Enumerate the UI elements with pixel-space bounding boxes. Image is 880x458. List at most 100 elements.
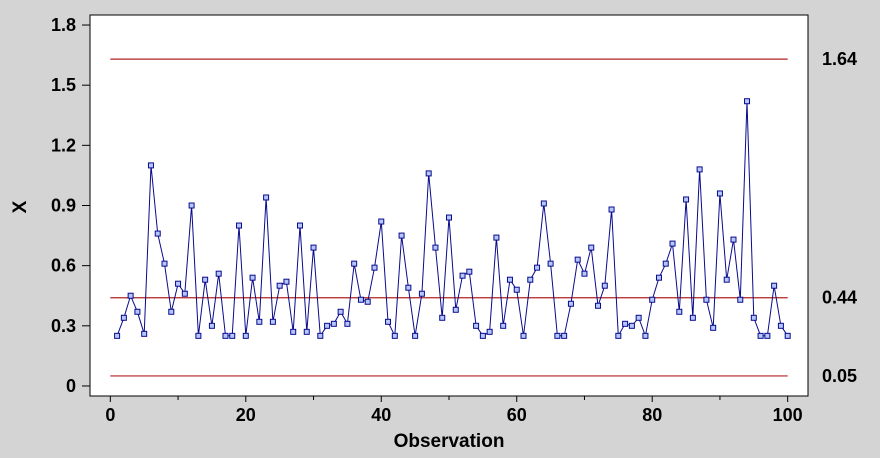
data-point bbox=[114, 332, 121, 339]
data-point bbox=[601, 282, 608, 289]
data-point bbox=[276, 282, 283, 289]
data-point bbox=[249, 274, 256, 281]
x-tick-label: 20 bbox=[236, 405, 256, 425]
data-point bbox=[147, 162, 154, 169]
data-point bbox=[567, 300, 574, 307]
data-point bbox=[175, 280, 182, 287]
data-point bbox=[391, 332, 398, 339]
data-point bbox=[202, 276, 209, 283]
data-point bbox=[710, 324, 717, 331]
data-point bbox=[371, 264, 378, 271]
data-point bbox=[208, 322, 215, 329]
data-point bbox=[405, 284, 412, 291]
data-point bbox=[120, 314, 127, 321]
data-point bbox=[344, 320, 351, 327]
data-point bbox=[547, 260, 554, 267]
data-point bbox=[127, 292, 134, 299]
x-tick-label: 40 bbox=[371, 405, 391, 425]
data-point bbox=[527, 276, 534, 283]
data-point bbox=[418, 290, 425, 297]
data-point bbox=[595, 302, 602, 309]
data-point bbox=[622, 320, 629, 327]
data-point bbox=[500, 322, 507, 329]
data-point bbox=[378, 218, 385, 225]
data-point bbox=[473, 322, 480, 329]
data-point bbox=[134, 308, 141, 315]
x-tick-labels: 0 20 40 60 80 100 bbox=[105, 405, 802, 425]
control-limit-label: 0.44 bbox=[822, 288, 857, 308]
y-tick-labels: 0 0.3 0.6 0.9 1.2 1.5 1.8 bbox=[51, 15, 76, 396]
y-tick-label: 0.6 bbox=[51, 256, 76, 276]
data-point bbox=[141, 330, 148, 337]
data-point bbox=[229, 332, 236, 339]
control-limit-label: 0.05 bbox=[822, 366, 857, 386]
data-point bbox=[784, 332, 791, 339]
data-point bbox=[154, 230, 161, 237]
data-point bbox=[581, 270, 588, 277]
data-point bbox=[750, 314, 757, 321]
data-point bbox=[256, 318, 263, 325]
data-point bbox=[628, 322, 635, 329]
data-point bbox=[412, 332, 419, 339]
data-point bbox=[703, 296, 710, 303]
data-point bbox=[432, 244, 439, 251]
data-point bbox=[696, 166, 703, 173]
y-tick-label: 1.8 bbox=[51, 15, 76, 35]
data-point bbox=[385, 318, 392, 325]
data-point bbox=[554, 332, 561, 339]
data-point bbox=[635, 314, 642, 321]
data-point bbox=[310, 244, 317, 251]
data-point bbox=[236, 222, 243, 229]
data-point bbox=[683, 196, 690, 203]
data-point bbox=[283, 278, 290, 285]
data-point bbox=[181, 290, 188, 297]
data-point bbox=[364, 298, 371, 305]
x-tick-label: 100 bbox=[773, 405, 803, 425]
data-point bbox=[777, 322, 784, 329]
data-point bbox=[689, 314, 696, 321]
data-point bbox=[337, 308, 344, 315]
y-tick-label: 1.5 bbox=[51, 75, 76, 95]
data-point bbox=[161, 260, 168, 267]
data-point bbox=[486, 328, 493, 335]
data-point bbox=[730, 236, 737, 243]
tick-marks bbox=[82, 24, 789, 402]
data-point bbox=[439, 314, 446, 321]
data-point bbox=[290, 328, 297, 335]
data-point bbox=[642, 332, 649, 339]
data-point bbox=[317, 332, 324, 339]
data-point bbox=[324, 322, 331, 329]
plot-area bbox=[89, 14, 809, 397]
data-point bbox=[608, 206, 615, 213]
data-point bbox=[296, 222, 303, 229]
data-point bbox=[655, 274, 662, 281]
data-point bbox=[744, 98, 751, 105]
data-point bbox=[222, 332, 229, 339]
data-point bbox=[669, 240, 676, 247]
data-point bbox=[188, 202, 195, 209]
data-point bbox=[452, 306, 459, 313]
data-point bbox=[757, 332, 764, 339]
data-point bbox=[398, 232, 405, 239]
series-line bbox=[116, 101, 789, 338]
data-point bbox=[269, 318, 276, 325]
data-point bbox=[513, 286, 520, 293]
data-point bbox=[771, 282, 778, 289]
control-limit-label: 1.64 bbox=[822, 49, 857, 69]
y-tick-label: 0.9 bbox=[51, 196, 76, 216]
data-point bbox=[479, 332, 486, 339]
data-point bbox=[168, 308, 175, 315]
data-point bbox=[303, 328, 310, 335]
x-axis-title: Observation bbox=[394, 431, 505, 452]
x-tick-label: 60 bbox=[507, 405, 527, 425]
x-tick-label: 0 bbox=[105, 405, 115, 425]
data-point bbox=[351, 260, 358, 267]
data-point bbox=[242, 332, 249, 339]
data-point bbox=[716, 190, 723, 197]
data-point bbox=[493, 234, 500, 241]
data-point bbox=[574, 256, 581, 263]
y-tick-label: 0 bbox=[66, 376, 76, 396]
data-point bbox=[446, 214, 452, 221]
data-point bbox=[588, 244, 595, 251]
